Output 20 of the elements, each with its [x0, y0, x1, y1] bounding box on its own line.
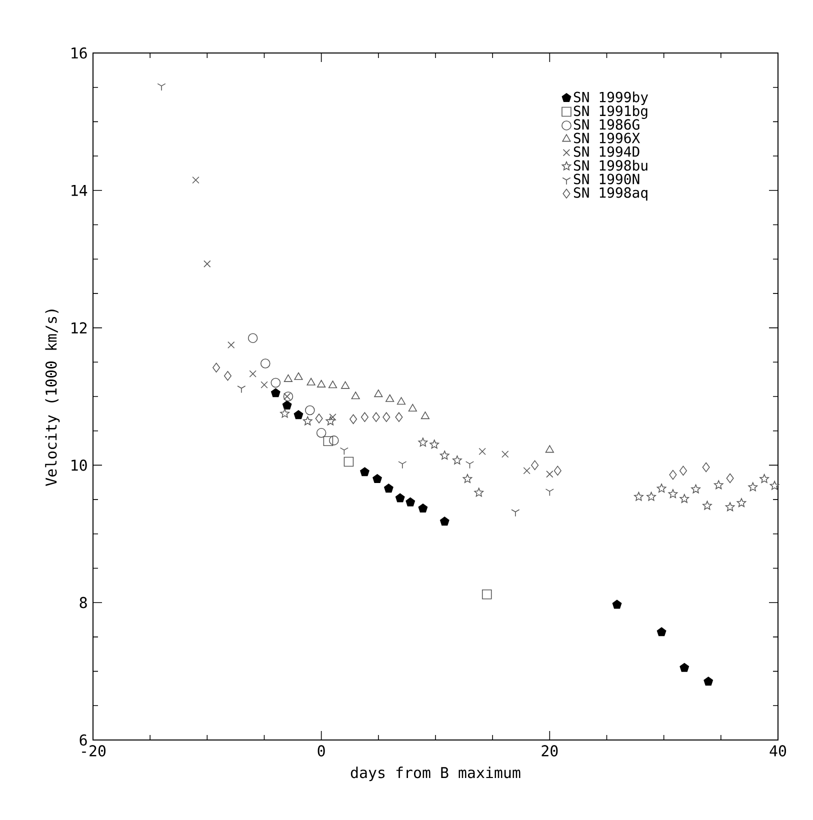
x-tick-label: 40	[770, 745, 786, 756]
y-tick-label: 8	[80, 596, 87, 608]
y-tick-label: 12	[72, 322, 87, 334]
x-tick-label: 20	[542, 745, 558, 756]
x-tick-label: -20	[82, 745, 106, 756]
y-axis-title: Velocity (1000 km/s)	[45, 310, 60, 486]
x-tick-label: 0	[318, 745, 325, 756]
y-tick-label: 16	[72, 47, 87, 59]
y-tick-label: 6	[80, 734, 87, 746]
y-tick-label: 10	[72, 460, 87, 471]
legend-label: SN 1999by	[574, 92, 648, 106]
legend-label: SN 1991bg	[574, 105, 648, 119]
legend-label: SN 1998bu	[574, 160, 648, 171]
y-tick-label: 14	[72, 184, 88, 196]
legend-label: SN 1990N	[574, 174, 640, 184]
legend-label: SN 1986G	[574, 119, 640, 130]
legend-label: SN 1994D	[574, 146, 640, 157]
legend-label: SN 1998aq	[574, 187, 648, 201]
legend-label: SN 1996X	[574, 132, 640, 144]
x-axis-title: days from B maximum	[350, 766, 520, 782]
